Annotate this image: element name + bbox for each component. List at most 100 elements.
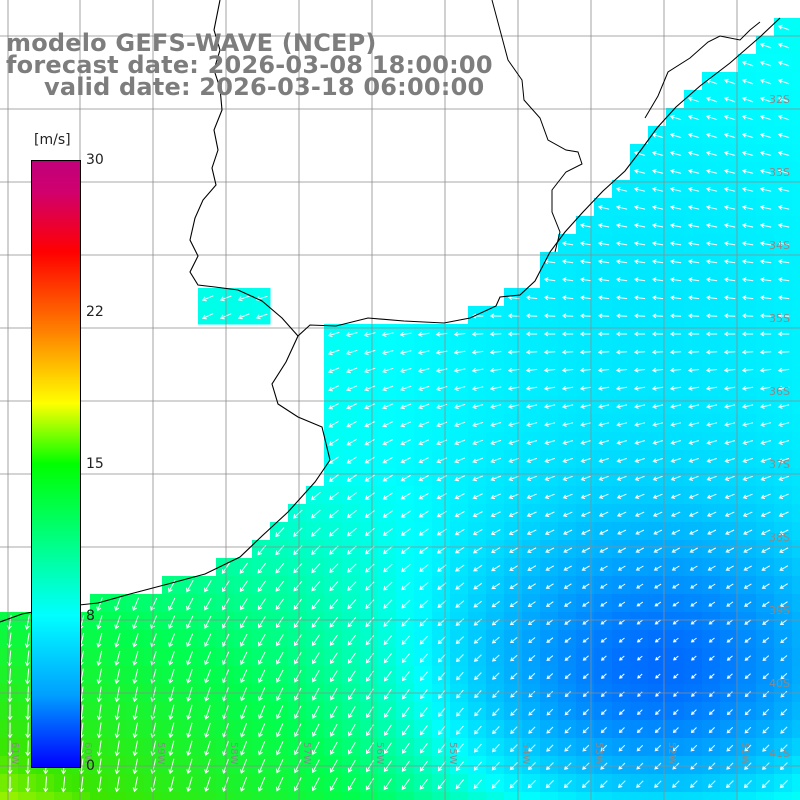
- wind-arrow: [723, 259, 736, 265]
- wind-cell: [702, 288, 721, 307]
- wind-arrow: [454, 493, 465, 500]
- wind-cell: [684, 756, 703, 775]
- wind-arrow: [419, 635, 429, 645]
- wind-cell: [612, 234, 631, 253]
- wind-cell: [378, 378, 397, 397]
- wind-arrow: [673, 709, 679, 715]
- wind-arrow: [510, 726, 518, 734]
- wind-cell: [666, 774, 685, 793]
- wind-arrow: [651, 277, 664, 283]
- title-forecast-date: forecast date: 2026-03-08 18:00:00: [6, 51, 493, 79]
- wind-cell: [720, 144, 739, 163]
- wind-cell: [576, 432, 595, 451]
- wind-cell: [702, 594, 721, 613]
- wind-cell: [540, 288, 559, 307]
- wind-cell: [234, 630, 253, 649]
- wind-cell: [792, 792, 800, 800]
- wind-cell: [486, 414, 505, 433]
- wind-cell: [756, 720, 775, 739]
- wind-cell: [108, 702, 127, 721]
- wind-cell: [792, 144, 800, 163]
- wind-arrow: [329, 777, 338, 792]
- wind-arrow: [600, 637, 607, 643]
- wind-arrow: [651, 385, 664, 391]
- wind-arrow: [347, 599, 357, 610]
- wind-arrow: [564, 619, 572, 625]
- wind-cell: [756, 576, 775, 595]
- wind-arrow: [708, 655, 715, 661]
- wind-cell: [684, 558, 703, 577]
- wind-cell: [684, 306, 703, 325]
- wind-arrow: [7, 776, 13, 793]
- wind-arrow: [204, 580, 212, 593]
- wind-arrow: [615, 295, 628, 301]
- wind-cell: [774, 468, 793, 487]
- wind-arrow: [186, 686, 193, 702]
- wind-arrow: [741, 331, 754, 337]
- wind-cell: [234, 648, 253, 667]
- wind-cell: [756, 432, 775, 451]
- wind-arrow: [760, 114, 772, 121]
- wind-cell: [468, 360, 487, 379]
- wind-cell: [558, 360, 577, 379]
- wind-arrow: [509, 779, 519, 789]
- wind-arrow: [759, 241, 772, 246]
- wind-arrow: [401, 653, 410, 664]
- wind-cell: [216, 666, 235, 685]
- wind-arrow: [544, 457, 555, 463]
- wind-cell: [684, 162, 703, 181]
- wind-cell: [360, 738, 379, 757]
- wind-arrow: [508, 422, 520, 427]
- wind-arrow: [582, 619, 590, 625]
- wind-arrow: [761, 547, 771, 553]
- wind-arrow: [723, 223, 736, 228]
- wind-cell: [684, 576, 703, 595]
- wind-cell: [684, 648, 703, 667]
- wind-arrow: [399, 350, 412, 355]
- wind-arrow: [564, 673, 571, 680]
- wind-cell: [576, 306, 595, 325]
- wind-arrow: [634, 422, 646, 427]
- wind-cell: [738, 162, 757, 181]
- wind-arrow: [311, 777, 320, 792]
- wind-arrow: [669, 331, 682, 337]
- wind-cell: [522, 306, 541, 325]
- wind-cell: [630, 234, 649, 253]
- wind-arrow: [509, 583, 519, 589]
- wind-arrow: [706, 440, 718, 445]
- wind-arrow: [616, 475, 627, 481]
- wind-arrow: [779, 547, 789, 553]
- wind-arrow: [114, 722, 120, 739]
- wind-arrow: [579, 241, 592, 246]
- wind-arrow: [401, 617, 411, 627]
- wind-cell: [684, 702, 703, 721]
- wind-cell: [666, 360, 685, 379]
- wind-arrow: [618, 619, 625, 625]
- wind-cell: [792, 594, 800, 613]
- wind-arrow: [312, 723, 320, 737]
- wind-arrow: [400, 492, 411, 500]
- wind-arrow: [420, 689, 428, 700]
- wind-arrow: [510, 708, 518, 716]
- wind-cell: [378, 738, 397, 757]
- wind-cell: [468, 630, 487, 649]
- wind-cell: [792, 216, 800, 235]
- wind-arrow: [546, 637, 554, 643]
- wind-arrow: [490, 439, 502, 446]
- wind-arrow: [401, 635, 411, 645]
- wind-arrow: [455, 582, 465, 590]
- wind-cell: [756, 756, 775, 775]
- wind-cell: [450, 612, 469, 631]
- wind-cell: [594, 414, 613, 433]
- wind-arrow: [759, 277, 772, 283]
- wind-cell: [198, 666, 217, 685]
- wind-cell: [684, 504, 703, 523]
- wind-cell: [450, 666, 469, 685]
- wind-arrow: [348, 688, 356, 701]
- wind-arrow: [293, 527, 303, 537]
- wind-cell: [396, 702, 415, 721]
- wind-cell: [630, 450, 649, 469]
- wind-cell: [252, 594, 271, 613]
- wind-cell: [756, 342, 775, 361]
- wind-cell: [792, 432, 800, 451]
